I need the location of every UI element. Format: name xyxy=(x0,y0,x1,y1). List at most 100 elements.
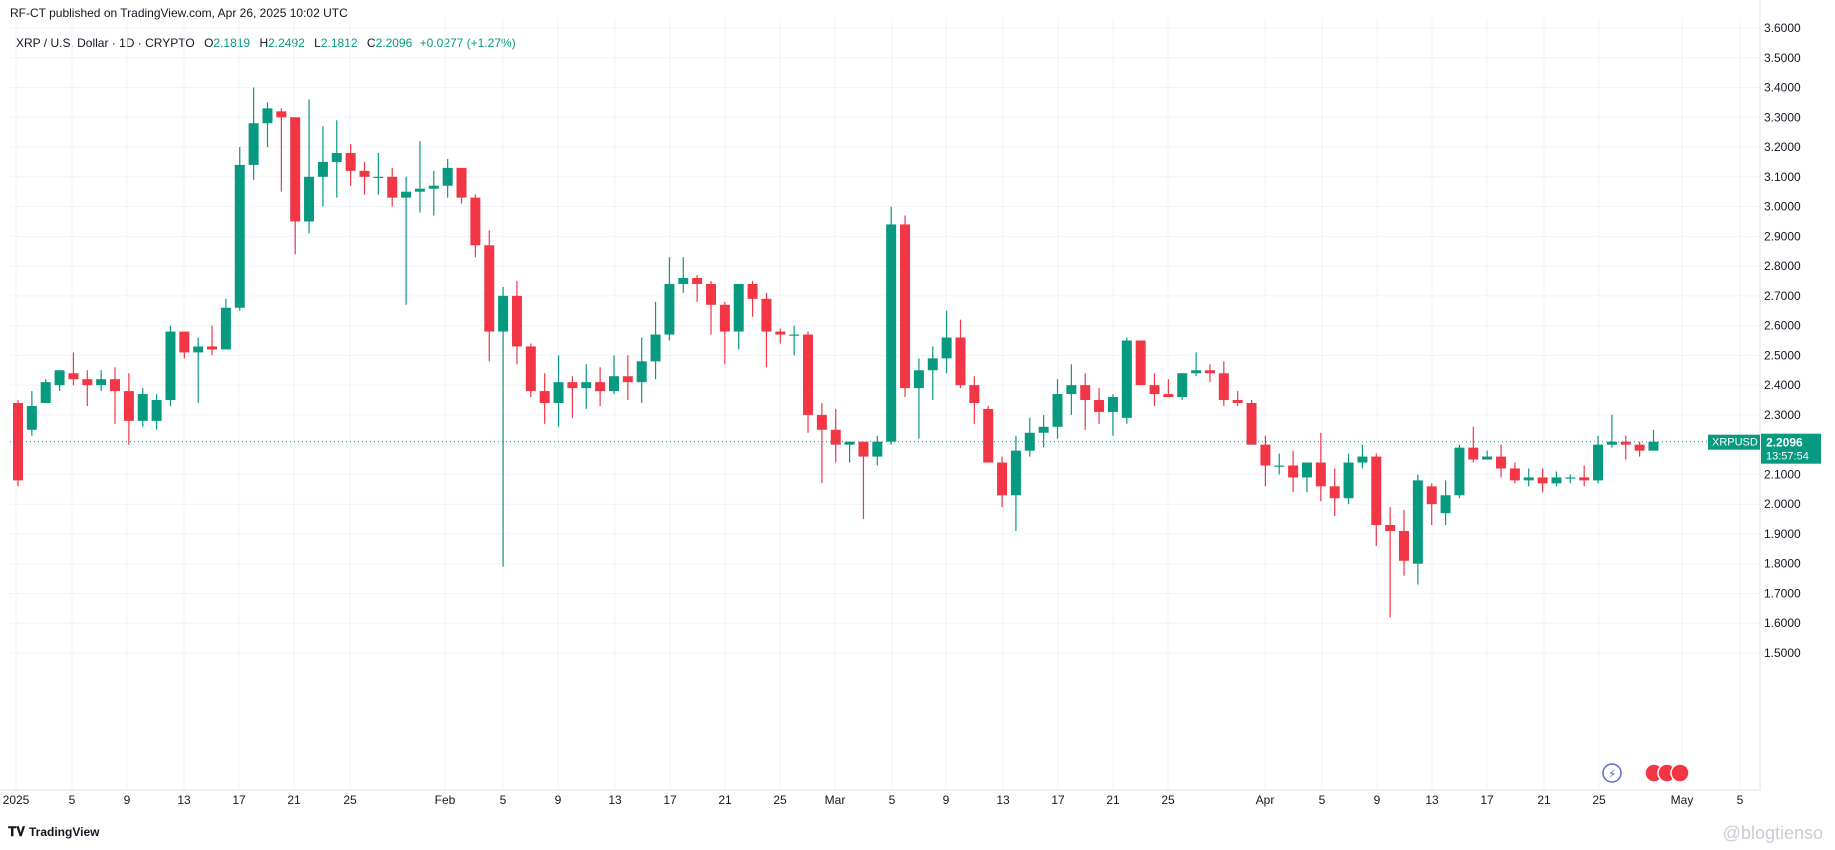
candle-body[interactable] xyxy=(1593,444,1604,481)
candle-body[interactable] xyxy=(290,117,301,222)
candle-body[interactable] xyxy=(622,376,633,383)
candle-body[interactable] xyxy=(470,197,481,246)
candle-body[interactable] xyxy=(539,391,550,403)
candle-body[interactable] xyxy=(733,283,744,332)
candle-body[interactable] xyxy=(179,331,190,353)
candle-body[interactable] xyxy=(1094,400,1105,412)
symbol-name[interactable]: XRP / U.S. Dollar · 1D · CRYPTO xyxy=(16,36,195,50)
candle-body[interactable] xyxy=(1052,394,1063,427)
candle-body[interactable] xyxy=(816,414,827,430)
candle-body[interactable] xyxy=(858,441,869,457)
candle-body[interactable] xyxy=(110,379,121,392)
candle-body[interactable] xyxy=(387,176,398,198)
candle-body[interactable] xyxy=(96,379,107,386)
candle-body[interactable] xyxy=(567,382,578,389)
candle-body[interactable] xyxy=(983,408,994,463)
candle-body[interactable] xyxy=(193,346,204,353)
candle-body[interactable] xyxy=(1177,373,1188,398)
candle-body[interactable] xyxy=(1412,480,1423,564)
candle-body[interactable] xyxy=(1648,441,1659,451)
candle-body[interactable] xyxy=(913,370,924,389)
candle-body[interactable] xyxy=(1399,530,1409,561)
candle-body[interactable] xyxy=(317,161,328,177)
candle-body[interactable] xyxy=(1537,477,1548,484)
candle-body[interactable] xyxy=(678,278,689,284)
candle-body[interactable] xyxy=(234,164,245,308)
candle-body[interactable] xyxy=(54,370,65,386)
candle-body[interactable] xyxy=(220,307,231,350)
candle-body[interactable] xyxy=(1329,486,1340,499)
candle-body[interactable] xyxy=(719,304,730,332)
candle-body[interactable] xyxy=(775,331,786,335)
candle-body[interactable] xyxy=(844,441,855,445)
candle-body[interactable] xyxy=(1024,432,1035,451)
candle-body[interactable] xyxy=(1121,340,1132,418)
candle-body[interactable] xyxy=(1551,477,1562,484)
lightning-event-icon[interactable] xyxy=(1602,763,1622,783)
candle-body[interactable] xyxy=(1315,462,1326,487)
candle-body[interactable] xyxy=(1038,426,1049,433)
candle-body[interactable] xyxy=(428,185,439,189)
candle-body[interactable] xyxy=(82,379,93,386)
candle-body[interactable] xyxy=(969,385,980,403)
candle-body[interactable] xyxy=(359,170,370,177)
candle-body[interactable] xyxy=(123,391,134,421)
us-flag-event-icon[interactable] xyxy=(1670,763,1690,783)
candle-body[interactable] xyxy=(1496,456,1507,469)
candle-body[interactable] xyxy=(498,295,509,332)
candle-body[interactable] xyxy=(1260,444,1271,466)
candle-body[interactable] xyxy=(1565,477,1576,479)
candle-body[interactable] xyxy=(248,123,259,165)
candle-body[interactable] xyxy=(151,400,162,421)
candle-body[interactable] xyxy=(1468,447,1479,460)
candle-body[interactable] xyxy=(1343,462,1354,499)
candle-body[interactable] xyxy=(1107,397,1118,412)
candle-body[interactable] xyxy=(401,191,412,198)
candle-body[interactable] xyxy=(1191,370,1202,374)
candle-body[interactable] xyxy=(40,382,51,403)
candle-body[interactable] xyxy=(1385,525,1396,531)
candle-body[interactable] xyxy=(456,167,467,198)
candle-body[interactable] xyxy=(1426,486,1437,505)
candle-body[interactable] xyxy=(331,153,342,162)
candle-body[interactable] xyxy=(414,188,425,192)
candle-body[interactable] xyxy=(636,361,647,383)
candle-body[interactable] xyxy=(1620,441,1631,445)
candle-body[interactable] xyxy=(941,337,952,359)
candle-body[interactable] xyxy=(664,283,675,335)
candle-body[interactable] xyxy=(1080,385,1091,401)
candle-body[interactable] xyxy=(1066,385,1077,395)
candle-body[interactable] xyxy=(1440,495,1451,514)
candle-body[interactable] xyxy=(761,298,772,332)
candle-body[interactable] xyxy=(1149,385,1160,395)
candle-body[interactable] xyxy=(1010,450,1021,496)
candle-body[interactable] xyxy=(1288,465,1299,478)
candle-body[interactable] xyxy=(872,441,883,457)
candle-body[interactable] xyxy=(747,283,758,299)
candle-body[interactable] xyxy=(1454,447,1465,496)
candle-body[interactable] xyxy=(1204,370,1215,374)
candle-body[interactable] xyxy=(692,278,703,284)
candle-body[interactable] xyxy=(345,153,356,171)
candle-body[interactable] xyxy=(595,382,606,392)
candle-body[interactable] xyxy=(525,346,536,392)
candle-body[interactable] xyxy=(137,394,148,421)
candle-body[interactable] xyxy=(1357,456,1368,463)
candle-body[interactable] xyxy=(927,358,938,371)
candle-body[interactable] xyxy=(484,245,495,332)
candle-body[interactable] xyxy=(1371,456,1382,526)
candle-body[interactable] xyxy=(789,334,800,336)
candle-body[interactable] xyxy=(26,405,37,430)
candle-body[interactable] xyxy=(1579,477,1590,481)
tradingview-logo[interactable]: 𝐓𝐕 TradingView xyxy=(8,824,99,840)
candle-body[interactable] xyxy=(373,176,384,179)
candle-body[interactable] xyxy=(997,462,1008,496)
candle-body[interactable] xyxy=(1218,373,1229,401)
candle-body[interactable] xyxy=(581,382,592,389)
candle-body[interactable] xyxy=(1482,456,1493,460)
candle-body[interactable] xyxy=(886,224,897,442)
candle-body[interactable] xyxy=(262,108,273,124)
candle-body[interactable] xyxy=(608,376,619,392)
candle-body[interactable] xyxy=(1274,465,1285,467)
candle-body[interactable] xyxy=(207,346,218,350)
